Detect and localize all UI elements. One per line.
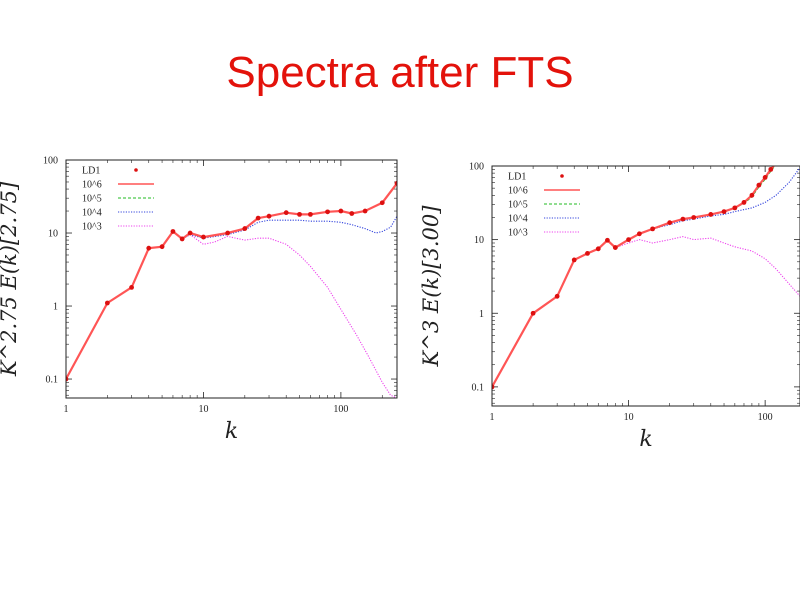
series-point-ld1	[626, 237, 631, 243]
legend: LD1 10^6 10^5 10^4 10^3	[508, 172, 580, 239]
series-point-ld1	[595, 246, 601, 252]
plot-frame	[491, 165, 800, 407]
series-point-ld1	[762, 175, 768, 180]
slide-title: Spectra after FTS	[0, 48, 800, 98]
series-point-ld1	[708, 212, 714, 217]
series-point-ld1	[225, 230, 231, 236]
series-group	[66, 180, 397, 398]
plot-frame	[65, 159, 398, 399]
x-tick-label: 1	[64, 404, 69, 415]
series-point-ld1	[325, 209, 330, 215]
legend-label: LD1	[82, 166, 100, 177]
series-point-ld1	[571, 257, 577, 263]
series-point-ld1	[636, 231, 642, 237]
series-point-ld1	[394, 180, 397, 186]
y-axis-label: K^3 E(k)[3.00]	[419, 205, 443, 368]
legend-marker	[134, 168, 138, 172]
legend-label: 10^3	[508, 228, 528, 239]
series-point-ld1	[768, 166, 774, 172]
series-point-ld1	[691, 215, 697, 220]
legend-label: 10^5	[508, 200, 528, 211]
series-point-ld1	[159, 244, 165, 250]
series-line-10-3	[492, 236, 800, 388]
y-tick-label: 0.1	[472, 382, 485, 393]
spectrum-chart-right: 1 10 100 0.1 1 10 100 LD1 10^6 10^5 10^4 10^3 k K^3 E…	[419, 161, 800, 448]
x-tick-label: 100	[333, 404, 348, 415]
legend-label: 10^4	[508, 214, 528, 225]
series-point-ld1	[732, 205, 738, 211]
series-point-ld1	[721, 209, 727, 215]
series-point-ld1	[307, 211, 313, 217]
series-point-ld1	[266, 213, 272, 219]
minor-ticks	[66, 160, 397, 398]
series-point-ld1	[667, 220, 673, 226]
slide-title-text: Spectra after FTS	[226, 48, 574, 97]
series-point-ld1	[741, 200, 747, 205]
series-point-ld1	[362, 208, 368, 214]
series-line-10-6	[492, 166, 775, 388]
series-point-ld1	[492, 384, 495, 390]
series-point-ld1	[530, 310, 536, 316]
series-point-ld1	[650, 226, 656, 232]
series-point-ld1	[187, 230, 193, 236]
y-tick-label: 100	[469, 162, 484, 173]
series-line-10-3	[66, 230, 397, 398]
y-tick-label: 100	[43, 156, 58, 167]
series-point-ld1	[66, 376, 69, 382]
series-line-10-6	[66, 182, 397, 380]
series-point-ld1	[749, 192, 755, 198]
series-line-10-5	[66, 184, 397, 380]
x-tick-label: 10	[624, 412, 634, 423]
series-point-ld1	[756, 182, 762, 188]
x-tick-label: 10	[198, 404, 208, 415]
x-tick-label: 100	[758, 412, 773, 423]
series-point-ld1	[349, 211, 355, 216]
y-tick-label: 1	[479, 309, 484, 320]
y-tick-label: 10	[48, 229, 58, 240]
x-axis-label: k	[225, 419, 238, 444]
series-point-ld1	[179, 236, 185, 242]
legend-label: LD1	[508, 172, 526, 183]
spectrum-chart-left: 1 10 100 0.1 1 10 100 LD1 10^6 10^5 10^4 10^3 k K^2.7…	[0, 156, 398, 444]
series-point-ld1	[612, 245, 618, 250]
series-point-ld1	[104, 300, 110, 306]
legend-marker	[560, 174, 564, 178]
y-tick-label: 10	[474, 235, 484, 246]
series-point-ld1	[283, 210, 289, 216]
legend-label: 10^3	[82, 222, 102, 233]
x-axis-label: k	[639, 427, 652, 448]
series-group	[492, 161, 800, 390]
series-point-ld1	[170, 229, 176, 234]
legend: LD1 10^6 10^5 10^4 10^3	[82, 166, 154, 233]
series-line-10-4	[492, 167, 800, 388]
y-tick-label: 1	[53, 302, 58, 313]
series-point-ld1	[201, 234, 206, 240]
legend-label: 10^6	[508, 186, 528, 197]
minor-ticks	[492, 166, 800, 406]
series-point-ld1	[297, 211, 302, 217]
series-point-ld1	[605, 237, 610, 243]
legend-label: 10^5	[82, 194, 102, 205]
series-point-ld1	[585, 251, 590, 256]
series-point-ld1	[680, 216, 686, 222]
y-axis-label: K^2.75 E(k)[2.75]	[0, 181, 21, 377]
series-point-ld1	[242, 226, 248, 231]
legend-label: 10^6	[82, 180, 102, 191]
series-point-ld1	[146, 245, 152, 251]
series-point-ld1	[255, 215, 261, 221]
series-point-ld1	[774, 161, 779, 166]
series-point-ld1	[554, 293, 560, 299]
legend-label: 10^4	[82, 208, 102, 219]
series-point-ld1	[129, 284, 134, 290]
series-point-ld1	[379, 200, 385, 206]
series-line-10-5	[492, 166, 776, 388]
series-point-ld1	[338, 208, 344, 214]
y-tick-label: 0.1	[46, 375, 59, 386]
x-tick-label: 1	[490, 412, 495, 423]
